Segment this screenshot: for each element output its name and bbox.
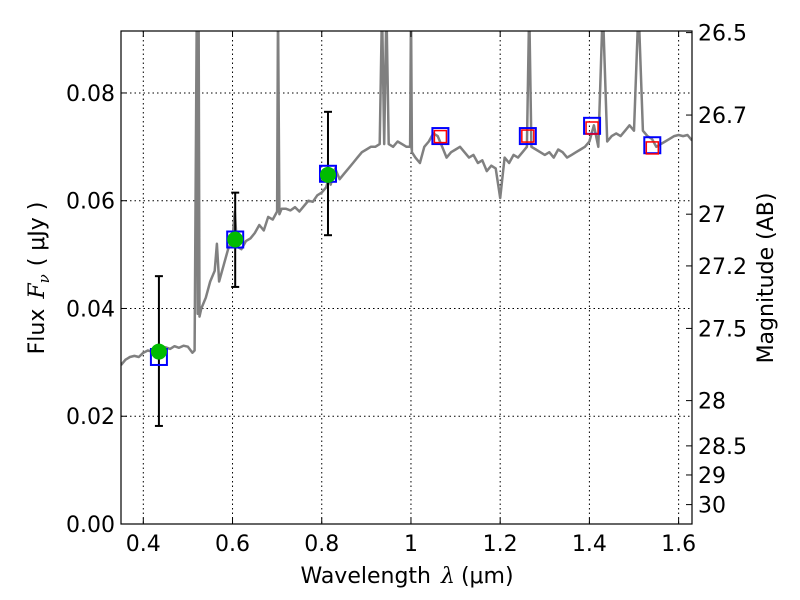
upper-limit-point — [521, 129, 535, 143]
markers-layer — [149, 110, 662, 427]
x-tick-label: 1 — [404, 532, 418, 557]
upper-limit-point — [433, 129, 448, 144]
model-point — [431, 127, 450, 146]
x-tick-label: 1.2 — [483, 532, 518, 557]
y-tick-label: 0.02 — [66, 405, 115, 430]
spectrum-line — [121, 31, 692, 366]
spectrum-layer — [121, 31, 692, 366]
mag-tick-label: 26.7 — [698, 104, 747, 129]
mag-tick-label: 28.5 — [698, 435, 747, 460]
mag-tick-label: 30 — [698, 494, 726, 519]
x-tick-label: 0.6 — [215, 532, 250, 557]
mag-tick-label: 28 — [698, 390, 726, 415]
x-tick-label: 1.4 — [572, 532, 607, 557]
observed-point — [227, 231, 244, 248]
observed-point — [150, 343, 167, 360]
y-tick-label: 0.06 — [66, 190, 115, 215]
model-point — [518, 127, 537, 146]
mag-tick-label: 27 — [698, 203, 726, 228]
y-axis-label: FluxFν( μJy ) — [25, 202, 53, 355]
mag-tick-label: 29 — [698, 464, 726, 489]
mag-tick-label: 27.2 — [698, 255, 747, 280]
mag-tick-label: 26.5 — [698, 22, 747, 47]
x-tick-label: 0.4 — [126, 532, 161, 557]
x-tick-label: 1.6 — [661, 532, 696, 557]
observed-point — [319, 166, 336, 183]
x-axis-label: Wavelength λ (μm) — [300, 564, 513, 589]
y-tick-label: 0.00 — [66, 513, 115, 538]
upper-limit-point — [585, 121, 599, 135]
x-tick-label: 0.8 — [304, 532, 339, 557]
y2-axis-label: Magnitude (AB) — [754, 193, 779, 364]
upper-limit-point — [645, 141, 660, 155]
y-tick-label: 0.04 — [66, 297, 115, 322]
ticks: 0.4 0.6 0.8 1 1.2 1.4 1.6 0.00 0.02 0.04 0.06 0.08 2… — [66, 22, 747, 557]
mag-tick-label: 27.5 — [698, 317, 747, 342]
y-tick-label: 0.08 — [66, 82, 115, 107]
plot-frame — [120, 30, 693, 525]
